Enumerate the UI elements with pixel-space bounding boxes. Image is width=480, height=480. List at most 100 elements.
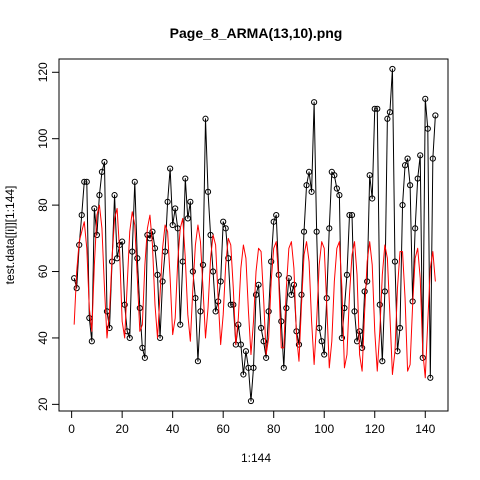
data-point (164, 198, 171, 205)
x-tick-label: 140 (415, 422, 435, 436)
data-point (73, 285, 80, 292)
data-point (386, 109, 393, 116)
data-point (278, 318, 285, 325)
data-point (149, 228, 156, 235)
data-point (290, 281, 298, 288)
data-point (414, 175, 421, 182)
data-point (222, 225, 229, 232)
data-point (346, 211, 353, 219)
x-tick-label: 60 (217, 422, 231, 436)
data-point (285, 275, 292, 282)
data-point (270, 218, 277, 225)
data-point (343, 271, 351, 278)
data-point (303, 182, 310, 189)
data-point (209, 268, 217, 275)
x-tick-label: 40 (166, 422, 180, 436)
data-point (78, 211, 85, 219)
plot-frame (58, 58, 449, 412)
data-point (384, 115, 391, 122)
data-point (159, 278, 166, 285)
data-point (341, 304, 348, 312)
data-point (376, 301, 383, 308)
data-point (111, 192, 118, 199)
data-point (399, 202, 406, 209)
data-point (265, 308, 272, 315)
data-point (91, 205, 98, 212)
data-point (252, 291, 260, 298)
data-point (260, 338, 267, 345)
data-point (139, 344, 146, 352)
data-point (240, 371, 247, 378)
data-point (283, 304, 290, 312)
data-point (422, 95, 429, 102)
data-point (204, 188, 212, 195)
data-point (374, 105, 381, 112)
data-point (417, 152, 424, 159)
data-point (121, 301, 128, 308)
y-tick-label: 120 (36, 62, 50, 82)
data-point (237, 341, 244, 348)
data-point (273, 211, 280, 219)
data-point (187, 198, 194, 205)
data-point (366, 172, 373, 179)
data-point (225, 255, 232, 262)
data-point (184, 215, 191, 222)
data-point (247, 397, 255, 405)
x-tick-label: 100 (314, 422, 334, 436)
data-point (396, 324, 404, 332)
data-point (263, 354, 270, 361)
series-layer (71, 65, 439, 405)
data-point (177, 321, 184, 328)
data-point (381, 288, 388, 295)
data-point (331, 172, 338, 179)
x-tick-label: 0 (68, 422, 75, 436)
data-point (189, 268, 196, 275)
data-point (217, 278, 224, 285)
y-tick-label: 60 (36, 265, 50, 279)
data-point (134, 255, 141, 262)
x-axis: 0 20 40 60 80 100 120 140 (68, 411, 436, 436)
data-point (427, 374, 434, 381)
data-point (424, 125, 431, 132)
data-point (242, 348, 250, 355)
data-point (351, 308, 358, 315)
data-point (131, 178, 138, 185)
data-point (311, 99, 318, 106)
data-point (318, 338, 325, 345)
data-point (119, 238, 126, 245)
data-point (197, 308, 204, 315)
data-point (88, 338, 95, 345)
x-axis-label: 1:144 (241, 451, 271, 465)
data-point (169, 221, 176, 229)
data-point (321, 351, 328, 358)
data-point (407, 182, 414, 189)
data-point (412, 225, 419, 232)
data-point (81, 178, 88, 185)
data-point (230, 301, 237, 308)
data-point (333, 185, 340, 192)
data-point (369, 195, 376, 202)
data-point (389, 65, 396, 73)
data-point (250, 364, 257, 371)
data-point (348, 211, 356, 219)
series-line-1 (73, 204, 436, 379)
data-point (129, 248, 136, 255)
data-point (371, 105, 378, 112)
data-point (257, 324, 265, 332)
data-point (101, 158, 108, 166)
data-point (202, 115, 209, 122)
data-point (255, 281, 262, 288)
data-point (338, 334, 346, 342)
series-line-0 (73, 68, 436, 402)
data-point (93, 231, 100, 239)
data-point (356, 328, 363, 335)
y-tick-label: 40 (36, 331, 50, 345)
data-point (126, 334, 133, 342)
data-point (404, 155, 411, 162)
data-point (432, 112, 439, 119)
data-point (212, 308, 219, 315)
data-point (96, 192, 103, 199)
data-point (83, 178, 90, 185)
x-tick-label: 120 (365, 422, 385, 436)
